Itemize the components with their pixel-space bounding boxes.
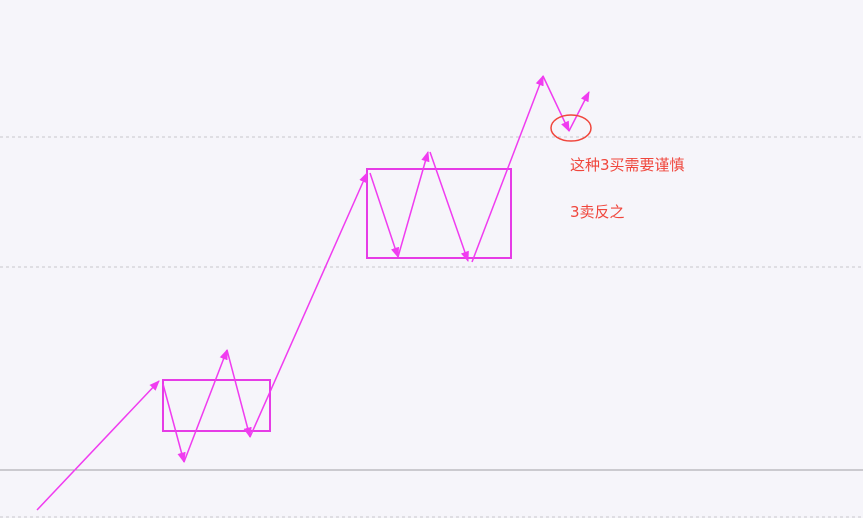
trend-segment bbox=[162, 383, 186, 464]
trend-segment bbox=[249, 172, 368, 438]
trend-segment bbox=[471, 75, 544, 263]
third-buy-highlight-circle bbox=[550, 114, 592, 142]
trend-segment bbox=[369, 172, 399, 258]
upper-consolidation-box bbox=[366, 168, 512, 259]
trend-segment bbox=[542, 75, 570, 132]
trend-segment bbox=[36, 380, 160, 511]
sell-annotation: 3卖反之 bbox=[570, 203, 625, 221]
trend-segment bbox=[397, 150, 430, 258]
caution-annotation: 这种3买需要谨慎 bbox=[570, 156, 685, 174]
trend-segment bbox=[429, 151, 469, 262]
trend-segment bbox=[226, 349, 252, 439]
trend-segment bbox=[568, 91, 590, 132]
trend-segment bbox=[183, 349, 228, 463]
lower-consolidation-box bbox=[162, 379, 271, 432]
